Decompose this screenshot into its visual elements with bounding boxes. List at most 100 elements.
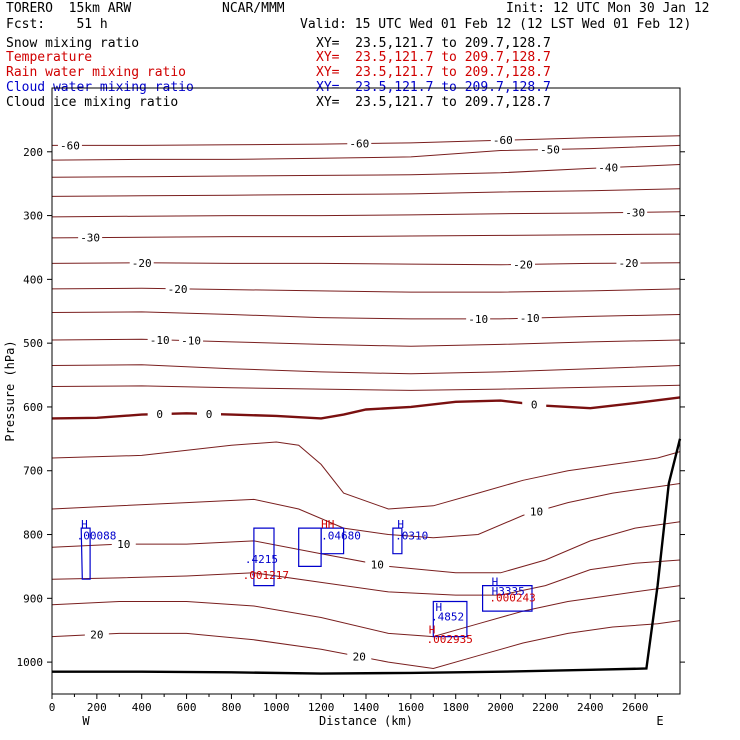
contour-label: -20 bbox=[513, 258, 533, 271]
center-label: NCAR/MMM bbox=[222, 1, 285, 16]
extremum-label: .001217 bbox=[243, 569, 289, 582]
contour-label: -20 bbox=[618, 257, 638, 270]
cloud-water-contour bbox=[320, 527, 345, 555]
valid-label: Valid: 15 UTC Wed 01 Feb 12 (12 LST Wed … bbox=[300, 17, 692, 32]
contour-label-bg bbox=[511, 258, 535, 271]
temperature-contour bbox=[51, 620, 681, 670]
x-tick-label: 200 bbox=[87, 701, 107, 714]
x-tick-label: 1600 bbox=[398, 701, 425, 714]
extremum-label: HH bbox=[321, 518, 334, 531]
temperature-contour bbox=[51, 211, 681, 218]
field-xy-cloud-ice: XY= 23.5,121.7 to 209.7,128.7 bbox=[316, 95, 551, 110]
contour-label-bg bbox=[197, 407, 221, 420]
field-name-cloud-water: Cloud water mixing ratio bbox=[6, 80, 194, 95]
y-tick-label: 400 bbox=[23, 273, 43, 286]
x-tick-label: 2000 bbox=[487, 701, 514, 714]
contour-label-bg bbox=[78, 231, 103, 244]
forecast-label: Fcst: 51 h bbox=[6, 17, 108, 32]
y-tick-label: 900 bbox=[23, 592, 43, 605]
extremum-label: H bbox=[81, 518, 88, 531]
temperature-contour bbox=[51, 384, 681, 391]
y-tick-label: 1000 bbox=[17, 656, 44, 669]
temperature-contour bbox=[51, 144, 681, 161]
x-tick-label: 800 bbox=[221, 701, 241, 714]
temperature-contours: -60 -60 -60-50-40-30-30-20 -20 -20-20-10 -10-… bbox=[51, 134, 681, 670]
extremum-label: .04680 bbox=[321, 530, 361, 543]
contour-label: -30 bbox=[625, 206, 645, 219]
contour-label-bg bbox=[129, 256, 154, 269]
extremum-label: H bbox=[429, 623, 436, 636]
cloud-water-contour bbox=[432, 600, 468, 638]
contour-label-bg bbox=[111, 538, 136, 551]
cloud-water-contour bbox=[298, 527, 322, 567]
field-xy-snow: XY= 23.5,121.7 to 209.7,128.7 bbox=[316, 36, 551, 51]
y-tick-label: 200 bbox=[23, 146, 43, 159]
x-tick-label: 1200 bbox=[308, 701, 335, 714]
contour-label-bg bbox=[524, 505, 549, 518]
west-end-label: W bbox=[82, 714, 90, 728]
temperature-contour bbox=[51, 521, 681, 574]
temperature-contour bbox=[51, 188, 681, 197]
contour-label-bg bbox=[623, 206, 648, 219]
contour-label: -10 bbox=[181, 335, 201, 348]
extremum-label: .4215 bbox=[245, 553, 278, 566]
contour-label-bg bbox=[616, 257, 641, 270]
contour-label-bg bbox=[165, 282, 190, 295]
terrain-line bbox=[52, 438, 682, 675]
temperature-contour bbox=[51, 311, 681, 320]
temperature-contour bbox=[51, 585, 681, 638]
x-tick-label: 0 bbox=[49, 701, 56, 714]
x-tick-label: 1800 bbox=[442, 701, 469, 714]
plot-frame bbox=[51, 87, 681, 695]
x-tick-label: 1000 bbox=[263, 701, 290, 714]
contour-label: 0 bbox=[156, 408, 163, 421]
cloud-water-contour bbox=[392, 527, 403, 555]
y-tick-label: 600 bbox=[23, 401, 43, 414]
contour-label: 10 bbox=[371, 558, 384, 571]
extremum-label: .0310 bbox=[395, 530, 428, 543]
contour-label-bg bbox=[57, 139, 82, 152]
field-name-snow: Snow mixing ratio bbox=[6, 36, 140, 51]
x-axis-ticks: 0 200 400 600 800 1000 1200 1400 1600 1800 2000 220… bbox=[49, 694, 659, 714]
field-name-cloud-ice: Cloud ice mixing ratio bbox=[6, 95, 179, 110]
temperature-contour bbox=[51, 559, 681, 596]
contour-label-bg bbox=[596, 161, 621, 174]
y-axis-title: Pressure (hPa) bbox=[3, 340, 17, 441]
x-tick-label: 600 bbox=[177, 701, 197, 714]
extremum-label: .002935 bbox=[427, 633, 473, 646]
extremum-label: .4852 bbox=[431, 611, 464, 624]
field-xy-temperature: XY= 23.5,121.7 to 209.7,128.7 bbox=[316, 50, 551, 65]
contour-label: -30 bbox=[80, 232, 100, 245]
contour-label-bg bbox=[347, 137, 372, 150]
contour-label-bg bbox=[517, 312, 542, 325]
contour-label: -20 bbox=[168, 283, 188, 296]
contour-label: -10 bbox=[468, 313, 488, 326]
x-tick-label: 2200 bbox=[532, 701, 559, 714]
x-tick-label: 2600 bbox=[622, 701, 649, 714]
contour-label: 20 bbox=[90, 628, 103, 641]
contour-label: 0 bbox=[206, 408, 213, 421]
temperature-contour bbox=[51, 338, 681, 347]
extremum-label: H bbox=[397, 518, 404, 531]
extremum-label: H bbox=[492, 576, 499, 589]
extremum-label: .000243 bbox=[489, 592, 535, 605]
extremum-label: H bbox=[436, 601, 443, 614]
y-tick-label: 300 bbox=[23, 210, 43, 223]
cloud-water-contour bbox=[253, 527, 275, 587]
contour-label: -40 bbox=[598, 162, 618, 175]
contour-label-bg bbox=[365, 558, 390, 571]
x-tick-label: 400 bbox=[132, 701, 152, 714]
extremum-label: H3335 bbox=[492, 585, 525, 598]
x-tick-label: 2400 bbox=[577, 701, 604, 714]
contour-label-bg bbox=[490, 134, 515, 147]
cloud-water-contour bbox=[482, 585, 533, 612]
contour-label: 10 bbox=[530, 506, 543, 519]
contour-label-bg bbox=[466, 312, 491, 325]
terrain-path bbox=[52, 438, 682, 675]
x-tick-label: 1400 bbox=[353, 701, 380, 714]
contour-label-bg bbox=[84, 628, 109, 641]
temperature-contour bbox=[51, 364, 681, 375]
contour-label: -10 bbox=[520, 312, 540, 325]
